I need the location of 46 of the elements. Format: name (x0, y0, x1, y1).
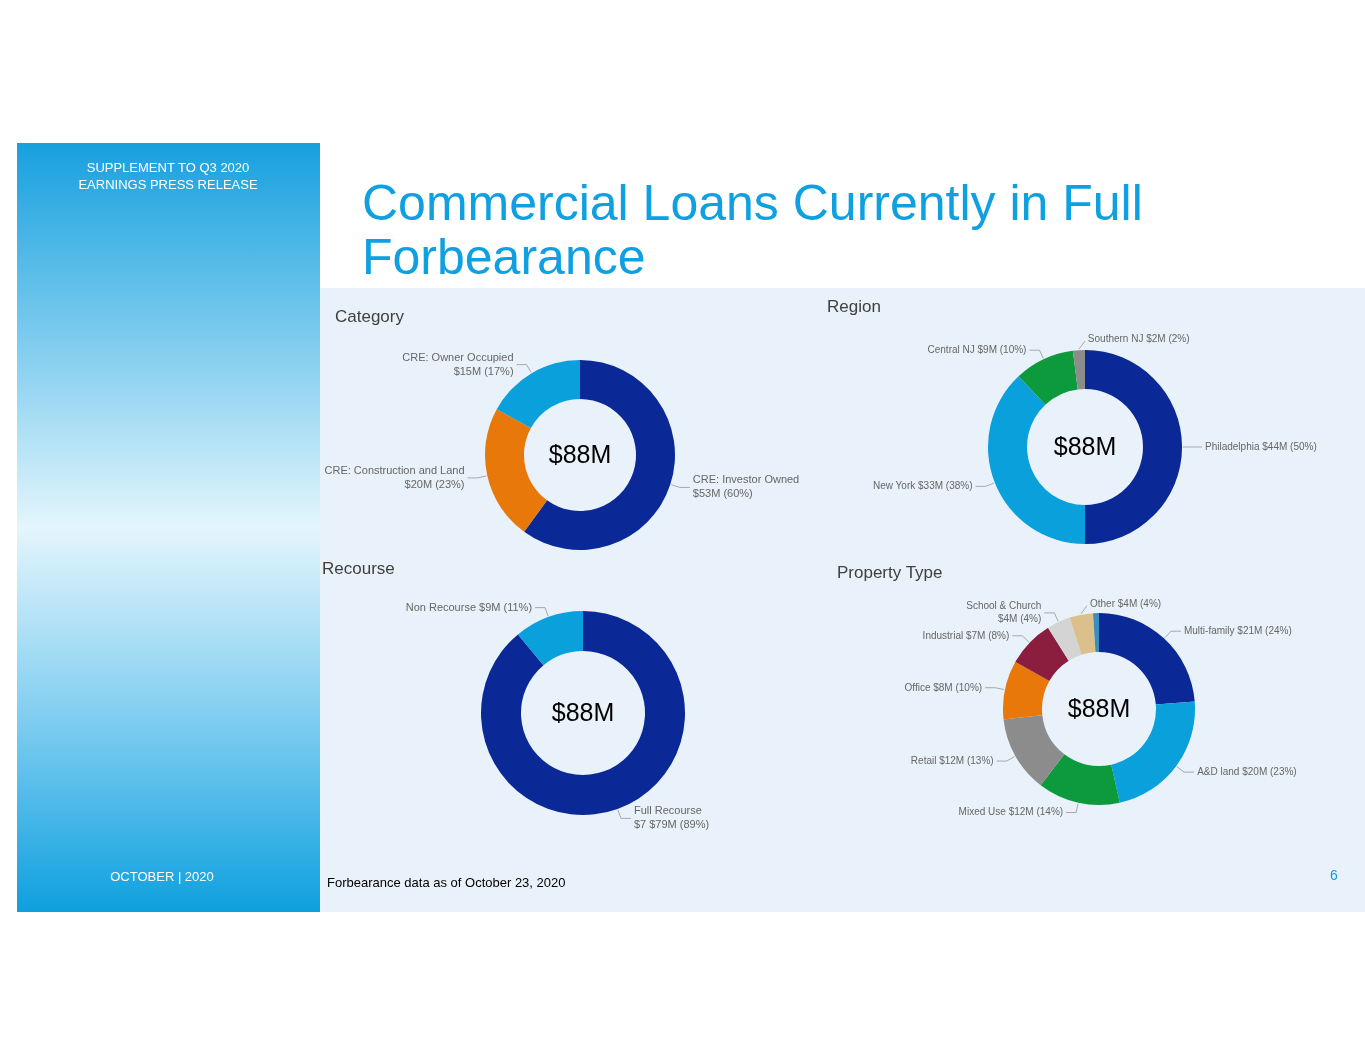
data-label: $7 $79M (89%) (633, 818, 710, 831)
text: $88M (1067, 694, 1131, 722)
slice-label: Central NJ $9M (10%) (927, 344, 1027, 356)
slice-label: Industrial $7M (8%) (922, 629, 1010, 641)
slice-label: Mixed Use $12M (14%) (958, 806, 1064, 818)
slice-label: Retail $12M (13%) (910, 755, 994, 767)
donut-slice (1015, 627, 1069, 682)
chart-title: Category (335, 307, 405, 326)
text: $88M (1053, 432, 1117, 460)
donut-slice (524, 360, 675, 550)
slice-label: Multi-family $21M (24%) (1183, 625, 1292, 637)
slice-label: Philadelphia $44M (50%) (1205, 441, 1317, 452)
donut-slice (1003, 715, 1065, 786)
text: SUPPLEMENT TO Q3 2020 EARNINGS PRESS RELEASE (78, 160, 258, 192)
donut-slice (1072, 350, 1085, 390)
slice-label: A&D land $20M (23%) (1197, 766, 1297, 778)
text: OCTOBER | 2020 (110, 869, 214, 884)
donut-slice (1093, 613, 1099, 653)
data-label: $20M (23%) (404, 477, 465, 490)
data-label: $4M (4%) (997, 613, 1042, 625)
text: Commercial Loans Currently in Full Forbearance (362, 175, 1143, 285)
donut-slice (1069, 613, 1096, 655)
slice-label: Full Recourse (633, 804, 702, 817)
donut-slice (485, 409, 548, 532)
donut-slice (1040, 754, 1120, 805)
slice-label: Office $8M (10%) (904, 681, 983, 693)
donut-slice (1003, 661, 1050, 720)
data-label: $53M (60%) (692, 487, 753, 500)
donut-slice (517, 611, 583, 666)
slice-label: CRE: Owner Occupied (402, 350, 514, 363)
slice-label: CRE: Investor Owned (692, 473, 800, 486)
donut-slice (1048, 617, 1082, 661)
text: $88M (551, 698, 615, 726)
data-label: $15M (17%) (453, 364, 514, 377)
text: 6 (1330, 867, 1339, 883)
slice-label: School & Church (966, 600, 1042, 612)
slice-label: Southern NJ $2M (2%) (1087, 333, 1190, 345)
text: Forbearance data as of October 23, 2020 (327, 875, 566, 890)
text: $88M (548, 440, 612, 468)
slice-label: Other $4M (4%) (1090, 597, 1162, 609)
chart-title: Region (827, 297, 881, 316)
slice-label: CRE: Construction and Land (324, 463, 465, 476)
chart-title: Recourse (322, 559, 395, 578)
chart-title: Property Type (837, 563, 943, 582)
slice-label: New York $33M (38%) (873, 480, 973, 492)
slice-label: Non Recourse $9M (11%) (405, 600, 533, 613)
